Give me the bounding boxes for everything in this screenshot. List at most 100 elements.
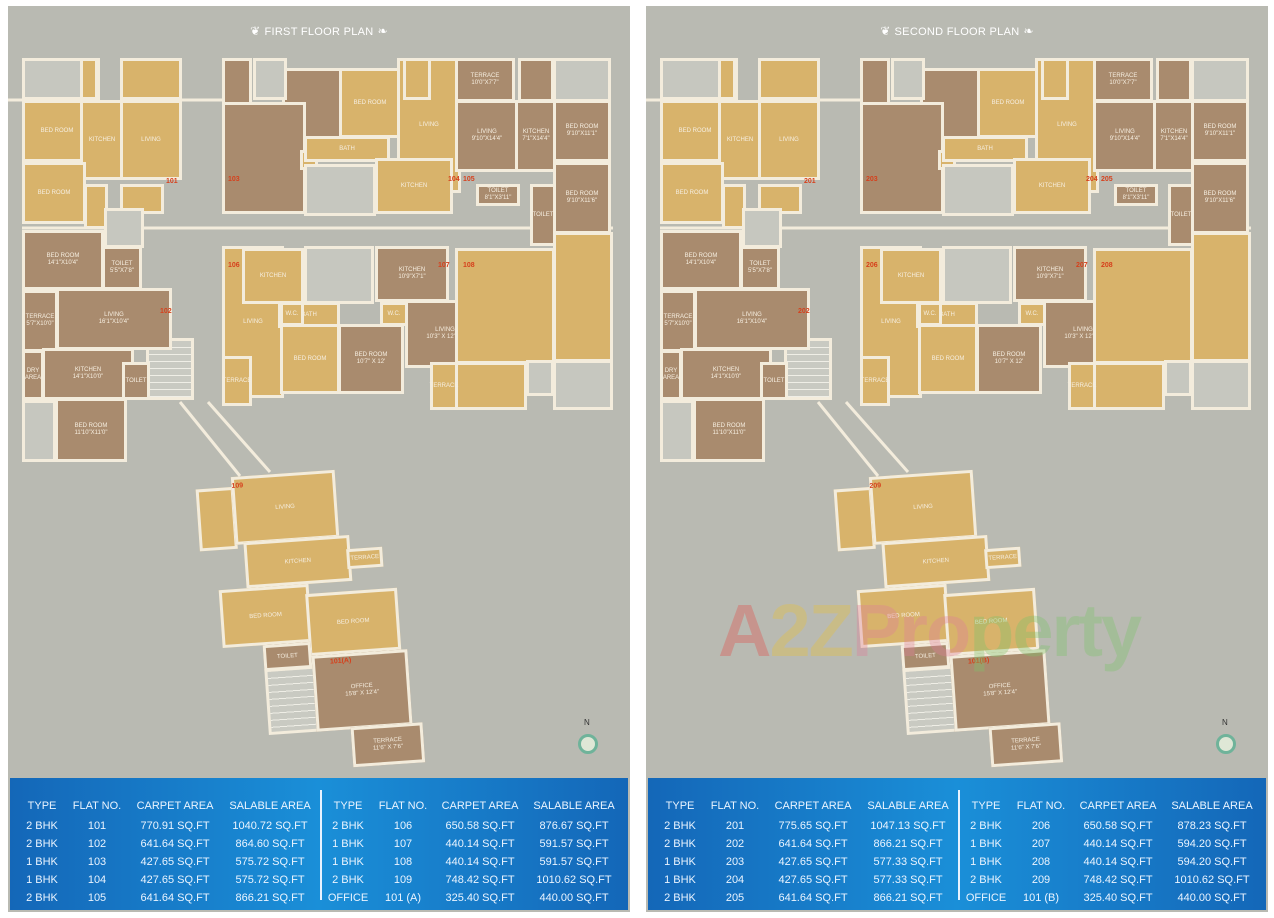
- room-terrace: TERRACE: [860, 356, 890, 406]
- compass-icon: [1216, 734, 1236, 754]
- table-header: CARPET AREA: [441, 800, 519, 812]
- room-label: DRY AREA: [24, 368, 42, 381]
- watermark-logo: A2ZProperty: [718, 589, 1142, 672]
- floor-plan-title: ❦ SECOND FLOOR PLAN ❧: [646, 24, 1268, 38]
- room-label: TERRACE 10'0"X7'7": [470, 73, 500, 86]
- room-label: W.C.: [387, 310, 401, 317]
- ornament-icon: ❧: [1023, 24, 1034, 38]
- table-cell: 650.58 SQ.FT: [1083, 820, 1153, 832]
- table-cell: 427.65 SQ.FT: [140, 856, 210, 868]
- room-bed2: BED ROOM 11'10"X11'0": [55, 398, 127, 462]
- room-area: [553, 232, 613, 362]
- room-label: BED ROOM: [40, 127, 74, 134]
- room-label: DRY AREA: [662, 368, 680, 381]
- room-label: W.C.: [923, 310, 937, 317]
- room-label: LIVING: [419, 122, 439, 128]
- room-bedroom: BED ROOM: [280, 324, 340, 394]
- table-cell: 775.65 SQ.FT: [778, 820, 848, 832]
- room-office: OFFICE 15'8" X 12'4": [311, 649, 413, 732]
- table-cell: 427.65 SQ.FT: [778, 874, 848, 886]
- table-cell: 1040.72 SQ.FT: [232, 820, 308, 832]
- room-living: LIVING: [120, 100, 182, 180]
- room-label: KITCHEN: [1038, 182, 1066, 189]
- table-cell: 440.14 SQ.FT: [445, 856, 515, 868]
- room-bedroom: BED ROOM: [305, 587, 402, 657]
- table-divider: [320, 790, 322, 900]
- room-wc: W.C.: [1018, 302, 1046, 326]
- flat-number-label: 208: [1101, 262, 1113, 269]
- table-cell: 102: [87, 838, 107, 850]
- table-cell: 440.00 SQ.FT: [1177, 892, 1247, 904]
- room-bedroom: BED ROOM: [660, 162, 724, 224]
- room-label: LIVING: [141, 136, 161, 143]
- room-area: [120, 58, 182, 100]
- table-cell: 208: [1031, 856, 1051, 868]
- room-terrace: TERRACE: [222, 356, 252, 406]
- room-terrace5: TERRACE 10'0"X7'7": [1093, 58, 1153, 102]
- room-bath: BATH: [942, 136, 1028, 162]
- second-floor-panel: ❦ SECOND FLOOR PLAN ❧ BED ROOM KITCHEN LIVING…: [646, 6, 1268, 912]
- room-label: LIVING: [912, 503, 934, 511]
- room-label: BED ROOM 9'10"X11'6": [1203, 191, 1237, 204]
- table-header: CARPET AREA: [1079, 800, 1157, 812]
- room-label: BED ROOM 9'10"X11'6": [565, 191, 599, 204]
- room-label: KITCHEN: [897, 272, 925, 279]
- room-label: KITCHEN: [284, 557, 312, 566]
- room-label: TERRACE: [222, 377, 252, 384]
- room-bed7: BED ROOM 10'7" X 12': [976, 324, 1042, 394]
- table-cell: 748.42 SQ.FT: [1083, 874, 1153, 886]
- room-area: [22, 400, 56, 462]
- floor-plan: BED ROOM KITCHEN LIVING BED ROOM BED ROOM 14…: [8, 6, 630, 786]
- table-cell: 878.23 SQ.FT: [1177, 820, 1247, 832]
- room-terrace: TERRACE: [984, 546, 1022, 570]
- flat-number-label: 201: [804, 178, 816, 185]
- room-terrace: TERRACE: [430, 362, 458, 410]
- flat-number-label: 209: [869, 482, 882, 491]
- table-cell: 206: [1031, 820, 1051, 832]
- table-cell: 1 BHK: [664, 874, 696, 886]
- table-cell: 325.40 SQ.FT: [1083, 892, 1153, 904]
- table-cell: 203: [725, 856, 745, 868]
- room-area: [222, 102, 306, 214]
- table-cell: 2 BHK: [664, 892, 696, 904]
- floor-plan: BED ROOM KITCHEN LIVING BED ROOM BED ROOM 14…: [646, 6, 1268, 786]
- table-cell: 2 BHK: [332, 874, 364, 886]
- room-label: BED ROOM 10'7" X 12': [354, 352, 388, 365]
- table-cell: OFFICE: [327, 892, 369, 904]
- table-header: FLAT NO.: [710, 800, 760, 812]
- table-cell: 2 BHK: [26, 838, 58, 850]
- table-cell: 440.14 SQ.FT: [1083, 856, 1153, 868]
- room-bed7: BED ROOM 10'7" X 12': [338, 324, 404, 394]
- table-header: TYPE: [665, 800, 695, 812]
- room-label: BED ROOM: [931, 355, 965, 362]
- room-label: BED ROOM: [293, 355, 327, 362]
- room-area: [553, 360, 613, 410]
- room-kitchen: KITCHEN: [1013, 158, 1091, 214]
- table-cell: 641.64 SQ.FT: [778, 838, 848, 850]
- room-label: TOILET 8'1"X3'11": [1122, 188, 1150, 201]
- room-label: BATH: [301, 311, 317, 318]
- table-cell: 106: [393, 820, 413, 832]
- room-wc: W.C.: [918, 302, 942, 326]
- room-area: [660, 400, 694, 462]
- flat-number-label: 109: [231, 482, 244, 491]
- table-cell: 104: [87, 874, 107, 886]
- room-kitchen: KITCHEN: [80, 100, 124, 180]
- room-living5: LIVING 9'10"X14'4": [1093, 100, 1157, 172]
- room-living: LIVING: [868, 469, 978, 545]
- table-cell: 591.57 SQ.FT: [539, 856, 609, 868]
- room-label: KITCHEN 7'1"X14'4": [1160, 129, 1188, 142]
- room-area: [1191, 360, 1251, 410]
- room-living: LIVING: [230, 469, 340, 545]
- room-area: [758, 58, 820, 100]
- room-label: BED ROOM: [991, 99, 1025, 106]
- floor-plan-title-text: SECOND FLOOR PLAN: [894, 26, 1020, 38]
- room-label: LIVING 9'10"X14'4": [471, 129, 503, 142]
- room-area: [553, 58, 611, 102]
- room-label: BED ROOM 14'1"X10'4": [684, 253, 718, 266]
- table-cell: 204: [725, 874, 745, 886]
- room-toilet: TOILET: [530, 184, 556, 246]
- first-floor-panel: ❦ FIRST FLOOR PLAN ❧ BED ROOM KITCHEN LIVING B…: [8, 6, 630, 912]
- table-cell: 864.60 SQ.FT: [235, 838, 305, 850]
- table-cell: 594.20 SQ.FT: [1177, 838, 1247, 850]
